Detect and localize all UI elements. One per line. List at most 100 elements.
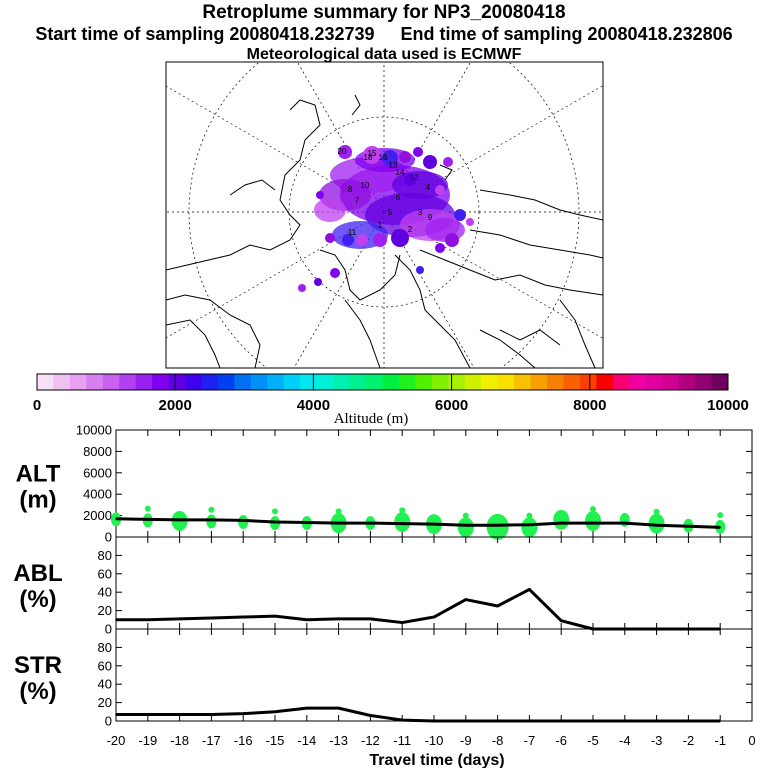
series-point <box>274 521 276 523</box>
colorbar-tick-label: 6000 <box>435 397 468 414</box>
plume-day-label: 11 <box>348 228 357 237</box>
plume-spread-marker <box>238 515 249 530</box>
colorbar-swatch <box>398 374 416 390</box>
colorbar-swatch <box>135 374 153 390</box>
end-time-label: End time of sampling 20080418.232806 <box>400 24 733 44</box>
plume-spread-marker <box>462 512 469 519</box>
series-point <box>337 522 340 524</box>
plume-marker <box>435 185 445 195</box>
series-point <box>560 619 562 622</box>
colorbar-swatch <box>152 374 170 390</box>
plume-spread-marker <box>272 508 278 515</box>
series-point <box>624 720 626 722</box>
x-tick-label: -19 <box>138 733 157 748</box>
map-coastline <box>166 319 221 368</box>
plume-marker <box>466 218 474 226</box>
plume-marker <box>435 243 445 253</box>
series-point <box>433 720 435 722</box>
start-time-label: Start time of sampling 20080418.232739 <box>35 24 375 44</box>
x-tick-label: -17 <box>202 733 221 748</box>
panel-abl: 0 20 40 60 80 ABL(%) <box>13 536 753 637</box>
series-point <box>465 720 467 722</box>
series-point <box>687 525 690 528</box>
series-point <box>433 616 435 618</box>
plume-spread-marker <box>526 512 533 519</box>
x-tick-label: -13 <box>329 733 348 748</box>
plume-marker <box>382 150 398 166</box>
colorbar-swatch <box>645 374 663 390</box>
altitude-colorbar: 0 2000 4000 6000 8000 10000 <box>33 373 749 414</box>
series-point <box>465 598 467 601</box>
plume-spread-marker <box>553 509 570 530</box>
colorbar-swatch <box>711 374 729 390</box>
x-tick-label: -8 <box>492 733 504 748</box>
x-tick-label: 0 <box>748 733 755 748</box>
plume-day-label: 14 <box>396 168 405 177</box>
map-meridian <box>166 85 385 213</box>
colorbar-swatch <box>217 374 235 390</box>
plume-marker <box>330 268 340 278</box>
map-coastline <box>419 249 603 296</box>
series-point <box>496 524 499 527</box>
series-point <box>242 712 244 715</box>
plume-spread-marker <box>717 512 724 519</box>
y-tick-label: 0 <box>105 622 112 637</box>
series-point <box>369 522 372 524</box>
panel-ylabel-unit: (%) <box>19 678 56 705</box>
series-point <box>719 526 721 529</box>
y-tick-label: 20 <box>98 603 112 618</box>
plume-marker <box>416 266 424 274</box>
plume-day-label: 6 <box>396 193 401 202</box>
colorbar-tick-label: 2000 <box>159 397 192 414</box>
panel-ylabel: ABL <box>13 560 62 587</box>
plume-marker <box>325 233 335 243</box>
series-point <box>147 619 149 621</box>
series-line-abl <box>116 587 721 631</box>
x-tick-label: -16 <box>234 733 253 748</box>
plume-spread-marker <box>394 512 411 533</box>
plume-day-label: 13 <box>389 161 398 170</box>
series-point <box>528 720 531 722</box>
x-tick-label: -10 <box>425 733 444 748</box>
plume-marker <box>342 234 354 246</box>
colorbar-swatch <box>514 374 532 390</box>
x-tick-label: -14 <box>297 733 316 748</box>
map-coastline <box>351 94 361 116</box>
series-point <box>655 524 658 527</box>
x-tick-label: -18 <box>170 733 189 748</box>
colorbar-swatch <box>185 374 203 390</box>
plume-marker <box>316 191 324 199</box>
series-point <box>719 720 721 722</box>
plume-marker <box>443 157 453 167</box>
plume-marker <box>338 145 352 159</box>
series-point <box>115 713 117 716</box>
map-coastline <box>166 294 261 368</box>
colorbar-swatch <box>431 374 449 390</box>
colorbar-swatch <box>596 374 614 390</box>
colorbar-swatch <box>547 374 564 390</box>
series-point <box>401 719 404 721</box>
x-tick-label: -20 <box>107 733 126 748</box>
series-point <box>687 720 690 722</box>
colorbar-frame <box>36 373 729 391</box>
y-tick-label: 80 <box>98 640 112 655</box>
colorbar-tick-label: 0 <box>33 397 41 414</box>
x-tick-label: -1 <box>714 733 726 748</box>
colorbar-swatch <box>53 374 71 390</box>
plume-marker <box>298 284 306 292</box>
series-point <box>147 713 149 716</box>
plume-spread-marker <box>653 508 660 515</box>
colorbar-swatch <box>382 374 400 390</box>
colorbar-swatch <box>37 374 54 390</box>
colorbar-swatch <box>662 374 680 390</box>
series-point <box>528 523 531 526</box>
colorbar-swatch <box>201 374 219 390</box>
colorbar-swatch <box>366 374 383 390</box>
series-point <box>337 618 340 620</box>
map-meridian <box>166 211 385 339</box>
series-point <box>274 615 276 617</box>
series-point <box>178 713 181 716</box>
chart-title: Retroplume summary for NP3_20080418 <box>202 2 566 23</box>
colorbar-tick-label: 10000 <box>707 397 749 414</box>
